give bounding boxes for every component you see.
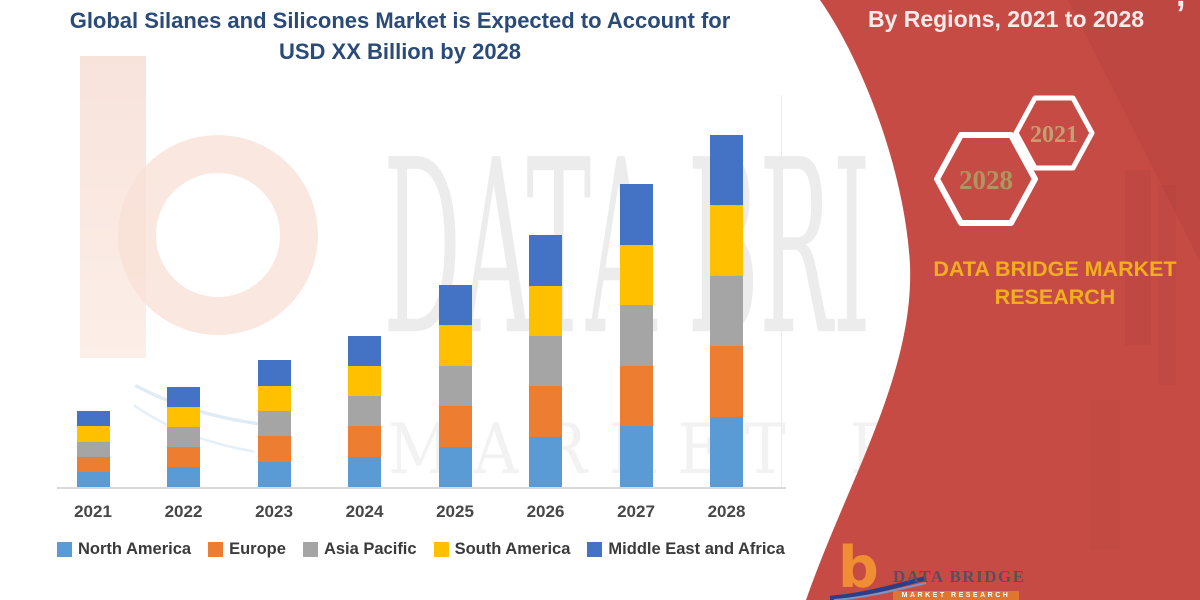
logo-b-glyph: b bbox=[838, 535, 879, 600]
legend-swatch bbox=[587, 542, 603, 557]
chart-title-line1: Global Silanes and Silicones Market is E… bbox=[69, 8, 731, 33]
legend-swatch bbox=[208, 542, 224, 557]
logo-swoosh-icon bbox=[829, 576, 927, 600]
legend-item-europe: Europe bbox=[208, 540, 286, 559]
logo-strip: MARKET RESEARCH bbox=[893, 591, 1019, 600]
x-axis-label-2026: 2026 bbox=[526, 502, 565, 521]
legend-swatch bbox=[302, 542, 318, 557]
x-axis-label-2025: 2025 bbox=[436, 502, 474, 521]
x-axis-label-2022: 2022 bbox=[164, 502, 203, 521]
logo-wordmark: DATA BRIDGE bbox=[893, 567, 1026, 586]
chart-title: Global Silanes and Silicones Market is E… bbox=[30, 5, 770, 67]
brand-line-2: RESEARCH bbox=[994, 285, 1116, 309]
cutoff-line-fragment: , bbox=[1176, 0, 1185, 15]
brand-wordmark: DATA BRIDGE MARKET RESEARCH bbox=[905, 255, 1200, 311]
legend-label: Asia Pacific bbox=[323, 540, 417, 558]
x-axis-line bbox=[57, 487, 786, 489]
legend-item-middle-east-and-africa: Middle East and Africa bbox=[587, 540, 785, 559]
x-axis-label-2024: 2024 bbox=[345, 502, 384, 521]
legend-item-asia-pacific: Asia Pacific bbox=[302, 540, 417, 559]
region-heading: By Regions, 2021 to 2028 bbox=[867, 6, 1145, 32]
legend-label: Europe bbox=[229, 540, 286, 558]
brand-line-1: DATA BRIDGE MARKET bbox=[933, 257, 1177, 281]
legend-swatch bbox=[433, 542, 449, 557]
legend-label: Middle East and Africa bbox=[608, 540, 785, 558]
chart-title-line2: USD XX Billion by 2028 bbox=[278, 39, 522, 64]
hexagon-2028 bbox=[934, 132, 1038, 226]
x-axis-label-2021: 2021 bbox=[74, 502, 112, 521]
year-hexagons: 2028 2021 bbox=[934, 95, 1095, 226]
hexagon-2028-label: 2028 bbox=[959, 165, 1013, 195]
hexagon-2021-label: 2021 bbox=[1030, 122, 1078, 148]
x-axis-label-2028: 2028 bbox=[707, 502, 746, 521]
x-axis-label-2027: 2027 bbox=[617, 502, 655, 521]
legend-label: South America bbox=[454, 540, 571, 558]
legend-item-north-america: North America bbox=[57, 540, 191, 559]
plot-right-border bbox=[781, 95, 782, 487]
legend-item-south-america: South America bbox=[433, 540, 571, 559]
legend-swatch bbox=[57, 542, 72, 557]
legend-label: North America bbox=[78, 540, 192, 558]
x-axis-label-2023: 2023 bbox=[255, 502, 293, 521]
hexagon-2021 bbox=[1013, 95, 1095, 171]
chart-legend: North America Europe Asia Pacific South Ame… bbox=[57, 540, 785, 559]
